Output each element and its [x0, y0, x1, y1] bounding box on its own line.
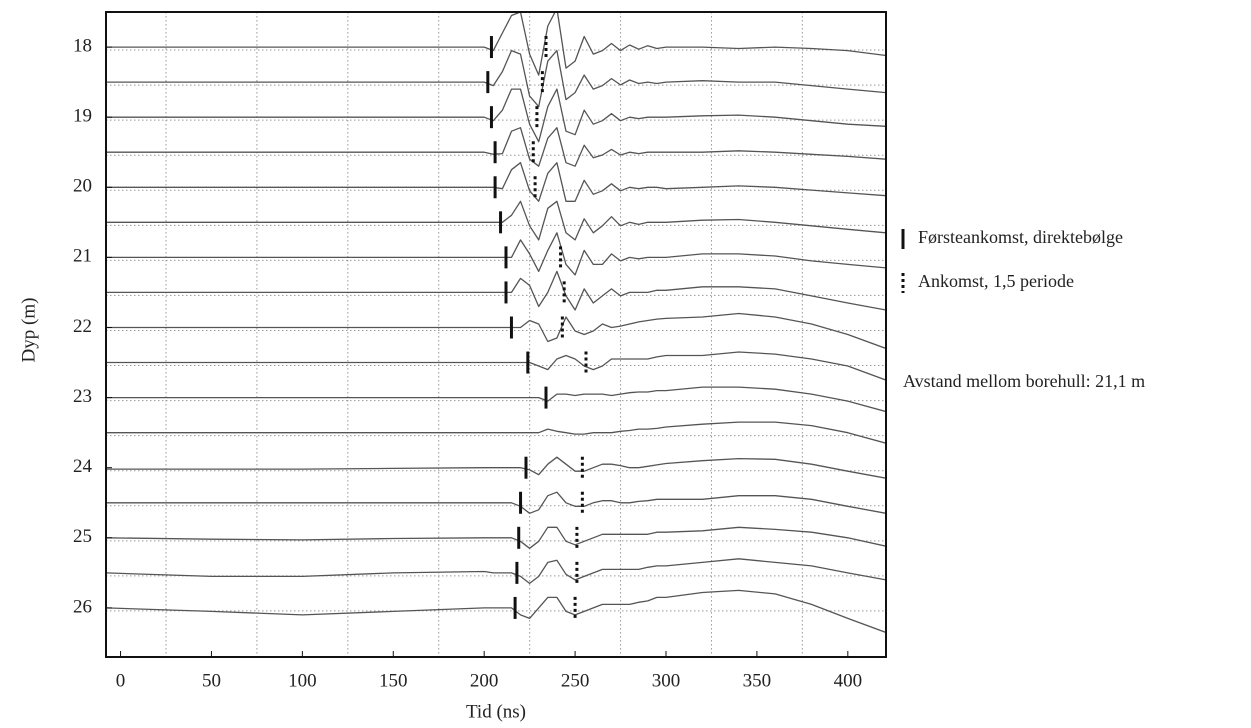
y-tick-label: 22	[73, 316, 92, 337]
y-tick-label: 18	[73, 35, 92, 56]
plot-frame	[105, 11, 887, 658]
trace	[106, 312, 886, 350]
y-tick-label: 20	[73, 176, 92, 197]
y-tick-label: 25	[73, 526, 92, 547]
trace	[106, 162, 886, 202]
trace	[106, 421, 886, 444]
trace	[106, 127, 886, 167]
annotation: Avstand mellom borehull: 21,1 m	[903, 371, 1145, 391]
x-tick-label: 300	[652, 670, 681, 691]
trace	[106, 270, 886, 311]
x-tick-label: 150	[379, 670, 408, 691]
trace	[106, 491, 886, 514]
x-tick-label: 250	[561, 670, 590, 691]
x-tick-label: 350	[743, 670, 772, 691]
trace	[106, 200, 886, 241]
y-tick-label: 24	[73, 456, 93, 477]
x-tick-label: 200	[470, 670, 499, 691]
trace	[106, 232, 886, 276]
legend-label: Førsteankomst, direktebølge	[918, 227, 1123, 247]
trace	[106, 49, 886, 108]
traces	[106, 12, 886, 634]
trace	[106, 456, 886, 479]
trace	[106, 351, 886, 381]
x-tick-label: 50	[202, 670, 221, 691]
y-axis-label: Dyp (m)	[18, 298, 39, 363]
trace	[106, 12, 886, 76]
y-tick-label: 26	[73, 596, 92, 617]
y-tick-label: 21	[73, 246, 92, 267]
picks	[486, 36, 588, 619]
trace	[106, 88, 886, 143]
x-tick-label: 400	[834, 670, 863, 691]
y-tick-label: 19	[73, 106, 92, 127]
trace	[106, 526, 886, 549]
trace	[106, 558, 886, 585]
x-tick-label: 0	[116, 670, 126, 691]
trace	[106, 386, 886, 413]
x-tick-label: 100	[288, 670, 317, 691]
trace	[106, 589, 886, 634]
y-tick-label: 23	[73, 386, 92, 407]
x-axis-label: Tid (ns)	[466, 701, 526, 722]
legend-label: Ankomst, 1,5 periode	[918, 271, 1074, 291]
grid	[106, 12, 886, 657]
